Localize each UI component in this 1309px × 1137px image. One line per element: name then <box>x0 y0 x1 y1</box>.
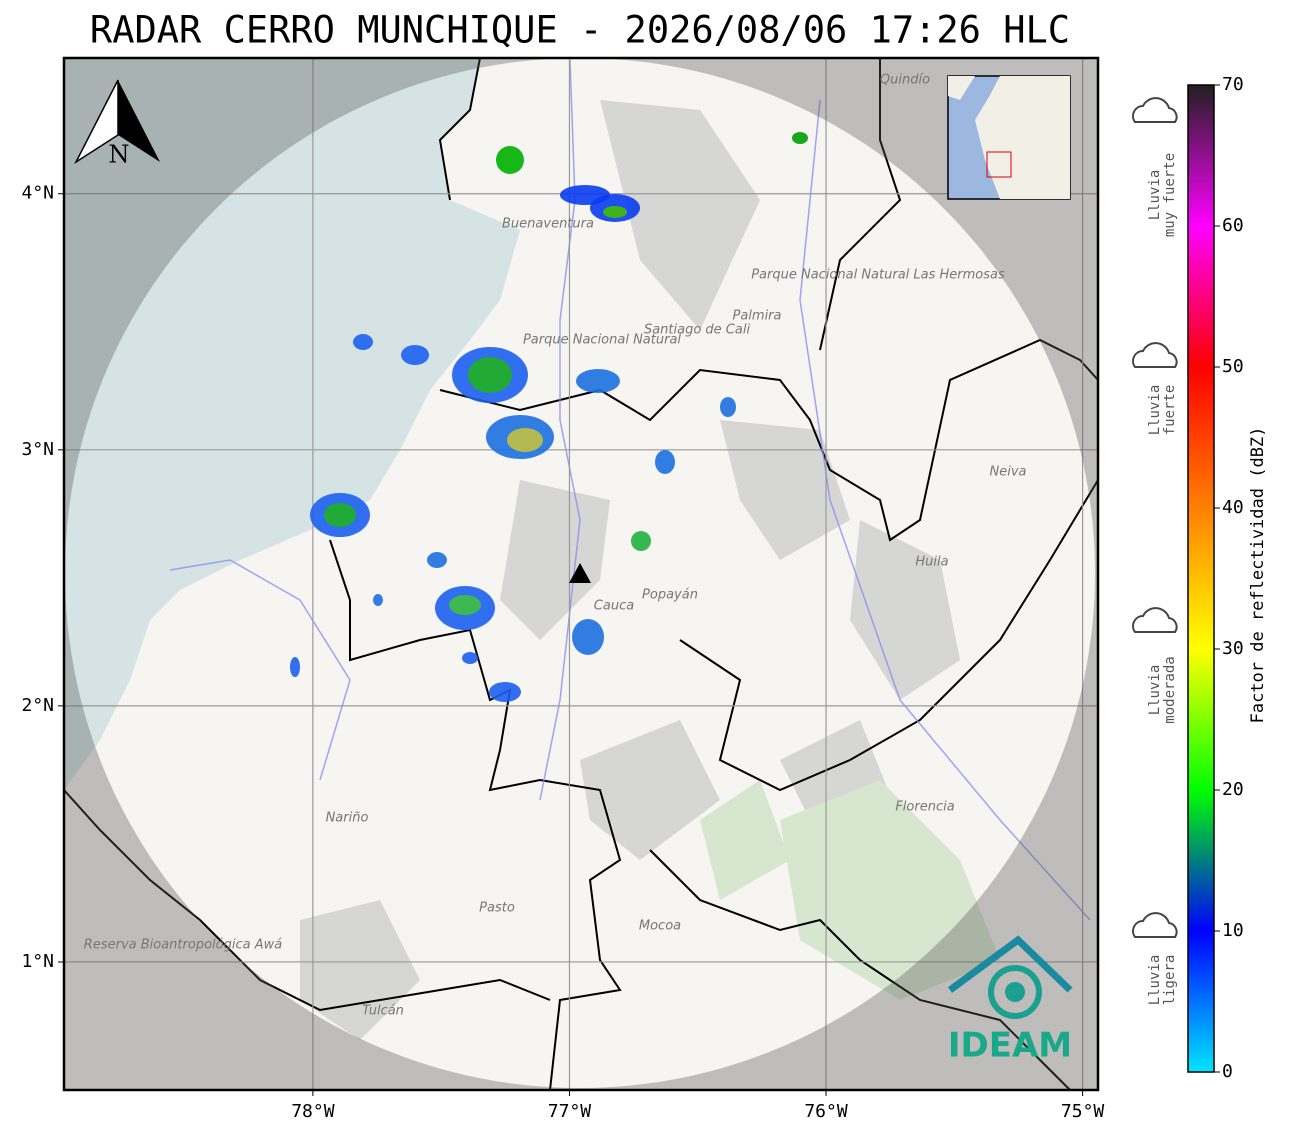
place-label: Parque Nacional Natural Las Hermosas <box>751 268 1005 283</box>
colorbar-tick-label: 50 <box>1222 356 1244 377</box>
grid <box>64 58 1098 1090</box>
y-tick-label: 3°N <box>21 439 54 460</box>
inset-map <box>947 75 1071 200</box>
colorbar-tick-label: 60 <box>1222 215 1244 236</box>
rain-label: muy fuerte <box>1162 153 1178 237</box>
colorbar: Factor de reflectividad (dBZ) 0 10 20 30 40 5… <box>1187 74 1268 1082</box>
colorbar-tick-label: 30 <box>1222 638 1244 659</box>
rain-icon <box>1132 607 1178 633</box>
place-label: Reserva Bioantropológica Awá <box>84 938 282 953</box>
colorbar-tick-label: 70 <box>1222 74 1244 95</box>
y-tick-label: 4°N <box>21 183 54 204</box>
place-label: Florencia <box>895 800 954 815</box>
logo-text: IDEAM <box>948 1026 1072 1066</box>
echo <box>576 369 620 393</box>
north-arrow-right <box>118 80 160 162</box>
radar-site <box>569 563 591 583</box>
x-tick-label: 76°W <box>804 1101 848 1122</box>
echo <box>655 450 675 474</box>
place-label: Huila <box>915 555 948 570</box>
rain-label: Lluvia <box>1147 955 1163 1006</box>
x-tick-label: 75°W <box>1061 1101 1105 1122</box>
title: RADAR CERRO MUNCHIQUE - 2026/08/06 17:26… <box>90 9 1070 52</box>
colorbar-label: Factor de reflectividad (dBZ) <box>1248 427 1268 724</box>
echo <box>631 531 651 551</box>
rain-icon <box>1132 912 1178 938</box>
north-arrow: N <box>74 79 160 169</box>
place-label: Palmira <box>732 309 781 324</box>
north-label: N <box>109 141 130 169</box>
inset-extent <box>986 151 1012 178</box>
inset-land <box>948 76 1070 199</box>
echo <box>427 552 447 568</box>
colorbar-tick-label: 0 <box>1222 1061 1233 1082</box>
echo <box>401 345 429 365</box>
rain-label: Lluvia <box>1147 170 1163 221</box>
place-label: Santiago de Cali <box>644 323 751 338</box>
echo <box>572 619 604 655</box>
borders <box>64 58 1098 1090</box>
place-label: Cauca <box>594 599 634 614</box>
rain-label: fuerte <box>1162 385 1178 436</box>
echo <box>496 146 524 174</box>
rain-icon <box>1132 97 1178 123</box>
logo: IDEAM <box>947 935 1073 1066</box>
place-label: Neiva <box>990 465 1027 480</box>
echo <box>468 357 512 393</box>
plot-frame <box>62 56 1100 1092</box>
x-tick-label: 78°W <box>291 1101 335 1122</box>
rain-label: moderada <box>1162 656 1178 723</box>
x-tick-label: 77°W <box>548 1101 592 1122</box>
place-label: Pasto <box>479 901 515 916</box>
relief-shading <box>300 100 960 1040</box>
echo <box>792 132 808 144</box>
echo <box>324 503 356 527</box>
colorbar-tick-label: 40 <box>1222 497 1244 518</box>
rain-label: ligera <box>1162 955 1178 1006</box>
echo <box>720 397 736 417</box>
echo <box>290 657 300 677</box>
ocean <box>64 58 520 790</box>
echo <box>353 334 373 350</box>
logo-roof <box>947 935 1073 993</box>
y-tick-label: 2°N <box>21 695 54 716</box>
place-label: Popayán <box>642 588 698 603</box>
colorbar-bar <box>1187 84 1215 1073</box>
echo <box>449 595 481 615</box>
rain-icon <box>1132 342 1178 368</box>
echo <box>603 206 627 218</box>
y-tick-label: 1°N <box>21 951 54 972</box>
echo <box>462 652 478 664</box>
colorbar-tick-label: 10 <box>1222 920 1244 941</box>
park-area <box>700 780 1000 1000</box>
place-label: Mocoa <box>639 919 681 934</box>
colorbar-tick-label: 20 <box>1222 779 1244 800</box>
rain-label: Lluvia <box>1147 385 1163 436</box>
y-axis: 1°N 2°N 3°N 4°N <box>21 183 64 972</box>
logo-swirl <box>988 965 1042 1019</box>
place-label: Buenaventura <box>502 217 594 232</box>
logo-core <box>1005 982 1025 1002</box>
place-label: Tulcán <box>362 1004 404 1019</box>
place-label: Parque Nacional Natural <box>523 333 681 348</box>
place-label: Quindío <box>880 73 930 88</box>
echo <box>507 428 543 452</box>
rain-label: Lluvia <box>1147 665 1163 716</box>
x-axis: 78°W 77°W 76°W 75°W <box>291 1090 1104 1122</box>
place-label: Nariño <box>326 811 369 826</box>
echo <box>373 594 383 606</box>
echo <box>489 682 521 702</box>
radar-echoes <box>290 132 808 702</box>
